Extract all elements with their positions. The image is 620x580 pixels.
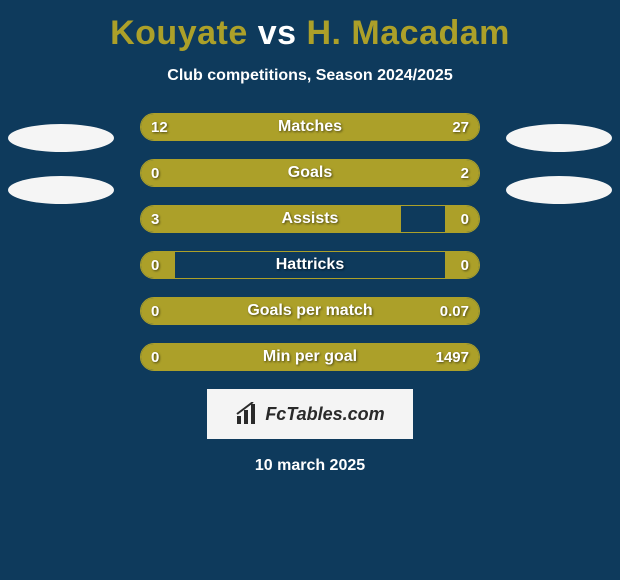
- bars-icon: [235, 402, 261, 426]
- stat-row: 0Min per goal1497: [140, 343, 480, 371]
- stat-row: 0Goals per match0.07: [140, 297, 480, 325]
- stat-row: 0Hattricks0: [140, 251, 480, 279]
- footer-date: 10 march 2025: [0, 457, 620, 475]
- comparison-title: Kouyate vs H. Macadam: [0, 0, 620, 53]
- right-value: 0.07: [440, 298, 469, 324]
- metric-label: Hattricks: [141, 252, 479, 278]
- metric-label: Assists: [141, 206, 479, 232]
- player2-badge: [506, 124, 612, 152]
- right-value: 1497: [436, 344, 469, 370]
- player1-badge: [8, 124, 114, 152]
- player1-badge: [8, 176, 114, 204]
- player2-badge: [506, 176, 612, 204]
- source-logo: FcTables.com: [207, 389, 413, 439]
- right-value: 0: [461, 206, 469, 232]
- comparison-chart: 12Matches270Goals23Assists00Hattricks00G…: [0, 113, 620, 371]
- vs-text: vs: [258, 14, 297, 52]
- stat-row: 3Assists0: [140, 205, 480, 233]
- subtitle: Club competitions, Season 2024/2025: [0, 67, 620, 85]
- right-value: 2: [461, 160, 469, 186]
- metric-label: Goals per match: [141, 298, 479, 324]
- metric-label: Matches: [141, 114, 479, 140]
- stat-row: 0Goals2: [140, 159, 480, 187]
- right-value: 27: [452, 114, 469, 140]
- stat-row: 12Matches27: [140, 113, 480, 141]
- logo-text: FcTables.com: [265, 404, 384, 425]
- player1-name: Kouyate: [110, 14, 248, 52]
- metric-label: Min per goal: [141, 344, 479, 370]
- right-value: 0: [461, 252, 469, 278]
- player2-name: H. Macadam: [306, 14, 509, 52]
- metric-label: Goals: [141, 160, 479, 186]
